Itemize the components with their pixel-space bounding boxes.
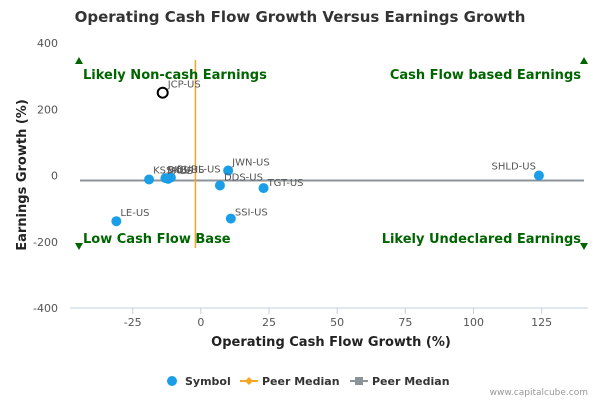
quadrant-marker — [75, 243, 83, 250]
point-label-shld-us: SHLD-US — [492, 162, 536, 173]
point-label-kss-us: KSS-US — [153, 165, 190, 176]
point-label-jwn-us: JWN-US — [231, 158, 270, 169]
legend: Symbol Peer Median Peer Median — [167, 375, 450, 388]
point-highlighted — [156, 86, 169, 99]
point-shld-us — [533, 170, 544, 181]
x-tick-label: -25 — [124, 316, 142, 329]
quadrant-label-bottom-left: Low Cash Flow Base — [83, 232, 231, 247]
quadrant-label-bottom-right: Likely Undeclared Earnings — [382, 232, 582, 247]
legend-symbol-marker — [167, 376, 177, 386]
point-label-dds-us: DDS-US — [224, 172, 263, 183]
point-le-us — [111, 216, 122, 227]
legend-label: Peer Median — [262, 375, 340, 388]
point-label-burl-us: BURL-US — [177, 164, 221, 175]
x-tick-label: 50 — [330, 316, 344, 329]
legend-peer-median-marker — [245, 377, 253, 385]
quadrant-label-top-right: Cash Flow based Earnings — [390, 68, 581, 83]
median-lines — [80, 60, 584, 248]
point-jwn-us — [223, 165, 234, 176]
y-tick-label: 200 — [37, 103, 58, 116]
x-tick-label: 100 — [463, 316, 484, 329]
point-kss-us — [144, 174, 155, 185]
axes: -25 0 25 50 75 100 125 400 200 0 -200 -400 — [33, 37, 588, 329]
legend-label: Symbol — [185, 375, 231, 388]
x-tick-label: 0 — [197, 316, 204, 329]
legend-label: Peer Median — [372, 375, 450, 388]
point-label-bks-us: BKS-US — [167, 165, 204, 176]
quadrant-labels: Likely Non-cash Earnings Cash Flow based … — [75, 57, 588, 250]
point-tgt-us — [258, 183, 269, 194]
y-tick-label: 400 — [37, 37, 58, 50]
x-axis-label: Operating Cash Flow Growth (%) — [211, 335, 451, 350]
point-label-tgt-us: TGT-US — [267, 178, 304, 189]
point-label-highlighted: JCP-US — [167, 80, 201, 91]
legend-peer-median-marker — [355, 377, 363, 385]
point-label-m-us: M-US — [167, 166, 193, 177]
y-tick-label: -400 — [33, 302, 58, 315]
quadrant-marker — [75, 57, 83, 64]
chart-title: Operating Cash Flow Growth Versus Earnin… — [75, 8, 526, 26]
y-tick-label: 0 — [51, 170, 58, 183]
y-tick-label: -200 — [33, 236, 58, 249]
credit-text: www.capitalcube.com — [490, 388, 588, 398]
quadrant-label-top-left: Likely Non-cash Earnings — [83, 68, 267, 83]
data-points: JWN-US KSS-USM-US DDS-US TGT-US SSI-US LE-US S… — [111, 80, 544, 227]
x-tick-label: 125 — [531, 316, 552, 329]
y-axis-label: Earnings Growth (%) — [15, 99, 30, 251]
point-dds-us — [214, 180, 225, 191]
x-tick-label: 25 — [262, 316, 276, 329]
quadrant-marker — [580, 243, 588, 250]
point-ssi-us — [225, 213, 236, 224]
point-label-le-us: LE-US — [120, 208, 149, 219]
point-label-ssi-us: SSI-US — [235, 208, 268, 219]
point-burl-us — [165, 172, 176, 183]
x-tick-label: 75 — [398, 316, 412, 329]
quadrant-marker — [580, 57, 588, 64]
